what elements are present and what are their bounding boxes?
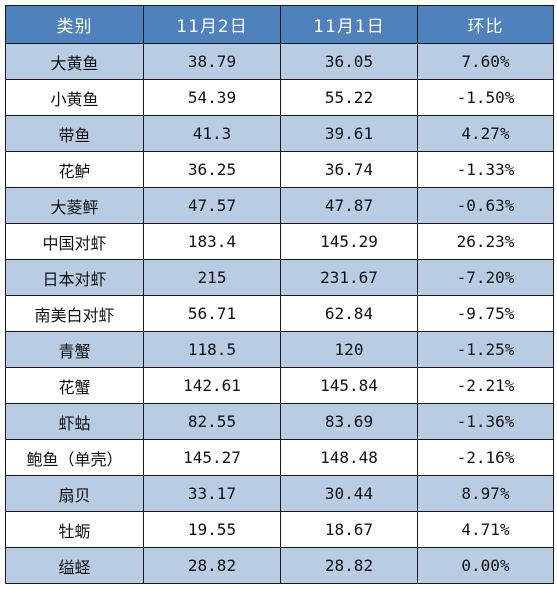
category-cell: 小黄鱼 (5, 79, 144, 116)
nov-2-price-cell: 215 (143, 259, 281, 296)
table-row: 中国对虾 183.4 145.29 26.23% (5, 223, 554, 260)
nov-2-price-cell: 41.3 (143, 115, 281, 152)
nov-1-price-cell: 18.67 (280, 511, 418, 548)
table-row: 大菱鲆 47.57 47.87 -0.63% (5, 187, 554, 224)
nov-1-price-cell: 83.69 (280, 403, 418, 440)
nov-1-price-cell: 47.87 (280, 187, 418, 224)
table-row: 青蟹 118.5 120 -1.25% (5, 331, 554, 368)
change-cell: 8.97% (417, 475, 554, 512)
nov-1-price-cell: 39.61 (280, 115, 418, 152)
table-row: 缢蛏 28.82 28.82 0.00% (5, 547, 554, 584)
change-cell: -1.25% (417, 331, 554, 368)
nov-1-price-cell: 36.74 (280, 151, 418, 188)
header-row: 类别 11月2日 11月1日 环比 (5, 5, 554, 44)
table-row: 大黄鱼 38.79 36.05 7.60% (5, 43, 554, 80)
header-nov-1: 11月1日 (280, 5, 418, 44)
table-row: 鲍鱼（单壳） 145.27 148.48 -2.16% (5, 439, 554, 476)
change-cell: -2.16% (417, 439, 554, 476)
nov-2-price-cell: 47.57 (143, 187, 281, 224)
nov-1-price-cell: 231.67 (280, 259, 418, 296)
category-cell: 大菱鲆 (5, 187, 144, 224)
nov-2-price-cell: 118.5 (143, 331, 281, 368)
change-cell: 0.00% (417, 547, 554, 584)
table-row: 小黄鱼 54.39 55.22 -1.50% (5, 79, 554, 116)
category-cell: 缢蛏 (5, 547, 144, 584)
change-cell: -1.50% (417, 79, 554, 116)
change-cell: 26.23% (417, 223, 554, 260)
header-nov-2: 11月2日 (143, 5, 281, 44)
table-row: 虾蛄 82.55 83.69 -1.36% (5, 403, 554, 440)
nov-1-price-cell: 148.48 (280, 439, 418, 476)
category-cell: 鲍鱼（单壳） (5, 439, 144, 476)
category-cell: 青蟹 (5, 331, 144, 368)
nov-2-price-cell: 54.39 (143, 79, 281, 116)
nov-2-price-cell: 145.27 (143, 439, 281, 476)
category-cell: 花鲈 (5, 151, 144, 188)
header-change: 环比 (417, 5, 554, 44)
table-row: 带鱼 41.3 39.61 4.27% (5, 115, 554, 152)
category-cell: 南美白对虾 (5, 295, 144, 332)
table-row: 花鲈 36.25 36.74 -1.33% (5, 151, 554, 188)
change-cell: -9.75% (417, 295, 554, 332)
category-cell: 大黄鱼 (5, 43, 144, 80)
nov-2-price-cell: 142.61 (143, 367, 281, 404)
nov-2-price-cell: 36.25 (143, 151, 281, 188)
table-body: 大黄鱼 38.79 36.05 7.60% 小黄鱼 54.39 55.22 -1.50% 带鱼 4… (5, 43, 554, 584)
nov-1-price-cell: 145.84 (280, 367, 418, 404)
change-cell: -0.63% (417, 187, 554, 224)
nov-1-price-cell: 55.22 (280, 79, 418, 116)
nov-1-price-cell: 36.05 (280, 43, 418, 80)
category-cell: 扇贝 (5, 475, 144, 512)
change-cell: 4.71% (417, 511, 554, 548)
nov-1-price-cell: 145.29 (280, 223, 418, 260)
nov-2-price-cell: 38.79 (143, 43, 281, 80)
nov-2-price-cell: 28.82 (143, 547, 281, 584)
nov-2-price-cell: 183.4 (143, 223, 281, 260)
table-row: 牡蛎 19.55 18.67 4.71% (5, 511, 554, 548)
table-header: 类别 11月2日 11月1日 环比 (5, 5, 554, 44)
nov-2-price-cell: 56.71 (143, 295, 281, 332)
nov-2-price-cell: 33.17 (143, 475, 281, 512)
nov-2-price-cell: 19.55 (143, 511, 281, 548)
nov-1-price-cell: 28.82 (280, 547, 418, 584)
category-cell: 虾蛄 (5, 403, 144, 440)
change-cell: -1.33% (417, 151, 554, 188)
table-row: 日本对虾 215 231.67 -7.20% (5, 259, 554, 296)
nov-1-price-cell: 62.84 (280, 295, 418, 332)
category-cell: 花蟹 (5, 367, 144, 404)
nov-2-price-cell: 82.55 (143, 403, 281, 440)
category-cell: 牡蛎 (5, 511, 144, 548)
header-category: 类别 (5, 5, 144, 44)
price-table: 类别 11月2日 11月1日 环比 大黄鱼 38.79 36.05 7.60% 小黄鱼 5… (5, 5, 554, 584)
category-cell: 带鱼 (5, 115, 144, 152)
table-row: 花蟹 142.61 145.84 -2.21% (5, 367, 554, 404)
table-row: 扇贝 33.17 30.44 8.97% (5, 475, 554, 512)
nov-1-price-cell: 120 (280, 331, 418, 368)
table-row: 南美白对虾 56.71 62.84 -9.75% (5, 295, 554, 332)
change-cell: 7.60% (417, 43, 554, 80)
change-cell: -1.36% (417, 403, 554, 440)
nov-1-price-cell: 30.44 (280, 475, 418, 512)
change-cell: -7.20% (417, 259, 554, 296)
change-cell: 4.27% (417, 115, 554, 152)
category-cell: 中国对虾 (5, 223, 144, 260)
category-cell: 日本对虾 (5, 259, 144, 296)
change-cell: -2.21% (417, 367, 554, 404)
